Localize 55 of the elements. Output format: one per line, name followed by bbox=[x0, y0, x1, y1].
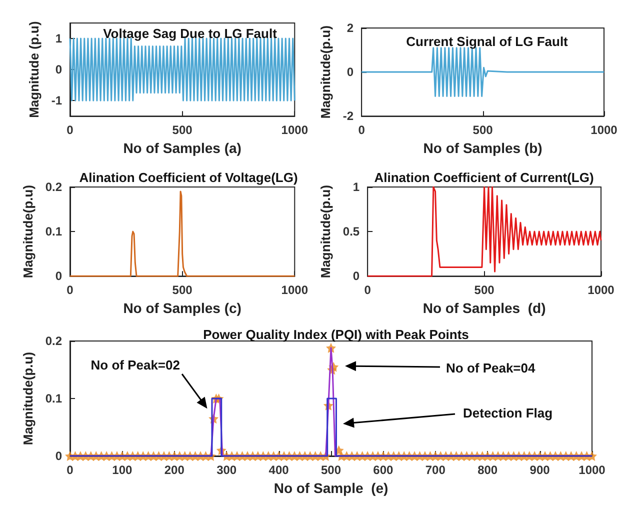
x-tick-label: 400 bbox=[268, 463, 290, 477]
y-tick-label: 0 bbox=[346, 65, 354, 80]
x-tick-label: 500 bbox=[472, 123, 494, 138]
y-axis-title: Magnitude(p.u) bbox=[318, 184, 333, 278]
x-tick-label: 0 bbox=[66, 463, 74, 477]
x-tick-label: 500 bbox=[474, 283, 495, 298]
x-tick-label: 600 bbox=[373, 463, 394, 477]
y-tick-label: 0.5 bbox=[342, 224, 360, 239]
x-axis-title: No of Sample (e) bbox=[274, 480, 388, 496]
x-tick-label: 100 bbox=[112, 463, 133, 477]
x-tick-label: 900 bbox=[530, 463, 550, 477]
y-tick-label: 0 bbox=[55, 449, 62, 463]
x-tick-label: 800 bbox=[478, 463, 498, 477]
x-tick-label: 1000 bbox=[588, 283, 615, 298]
chart-title: Power Quality Index (PQI) with Peak Points bbox=[203, 327, 469, 342]
x-axis-title: No of Samples (c) bbox=[123, 300, 242, 316]
y-tick-label: 0.2 bbox=[45, 334, 62, 348]
annotation: No of Peak=04 bbox=[446, 360, 536, 376]
x-tick-label: 0 bbox=[66, 283, 74, 298]
y-axis-title: Magnitude(p.u) bbox=[20, 184, 36, 278]
annotation: No of Peak=02 bbox=[90, 358, 180, 372]
x-axis-title: No of Samples (a) bbox=[123, 140, 242, 156]
x-axis-title: No of Samples (d) bbox=[422, 300, 546, 316]
chart-title: Current Signal of LG Fault bbox=[406, 34, 569, 49]
x-tick-label: 200 bbox=[164, 463, 185, 477]
y-axis-title: Magnitude (p.u) bbox=[26, 21, 42, 118]
y-tick-label: 1 bbox=[352, 180, 360, 194]
y-tick-label: -1 bbox=[51, 94, 62, 108]
chart-title: Alination Coefficient of Current(LG) bbox=[374, 170, 594, 185]
y-tick-label: 0 bbox=[55, 269, 62, 284]
y-tick-label: 1 bbox=[55, 32, 62, 46]
x-tick-label: 500 bbox=[172, 283, 193, 298]
x-tick-label: 0 bbox=[364, 283, 372, 298]
chart-title: Alination Coefficient of Voltage(LG) bbox=[79, 170, 298, 185]
x-tick-label: 1000 bbox=[281, 123, 308, 138]
y-tick-label: 0.1 bbox=[45, 392, 62, 406]
y-tick-label: 0.2 bbox=[45, 180, 62, 194]
y-tick-label: 2 bbox=[346, 21, 354, 35]
y-tick-label: 0 bbox=[55, 62, 62, 77]
y-axis-title: Magnitude(p.u) bbox=[20, 352, 36, 446]
y-tick-label: 0.1 bbox=[45, 224, 62, 239]
x-tick-label: 0 bbox=[66, 123, 74, 138]
annotation: Detection Flag bbox=[463, 406, 553, 420]
chart-title: Voltage Sag Due to LG Fault bbox=[103, 26, 278, 41]
x-tick-label: 1000 bbox=[578, 463, 606, 477]
x-axis-title: No of Samples (b) bbox=[423, 140, 542, 156]
x-tick-label: 500 bbox=[320, 463, 342, 477]
x-tick-label: 1000 bbox=[590, 123, 618, 138]
x-tick-label: 700 bbox=[425, 463, 446, 477]
y-tick-label: -2 bbox=[342, 109, 354, 124]
y-axis-title: Magnitude(p.u) bbox=[318, 25, 333, 119]
x-tick-label: 1000 bbox=[281, 283, 308, 298]
y-tick-label: 0 bbox=[352, 269, 360, 284]
x-tick-label: 300 bbox=[216, 463, 237, 477]
x-tick-label: 500 bbox=[172, 123, 193, 138]
